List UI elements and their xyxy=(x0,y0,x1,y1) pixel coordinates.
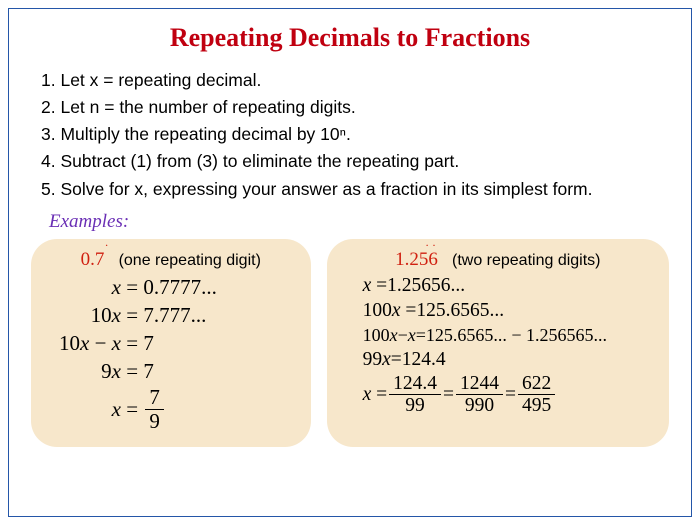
left-eq-3: 10x − x = 7 xyxy=(45,331,297,356)
right-eq-3: 100x−x=125.6565... − 1.256565... xyxy=(341,325,655,346)
step-1: 1. Let x = repeating decimal. xyxy=(41,67,673,94)
content-frame: Repeating Decimals to Fractions 1. Let x… xyxy=(8,8,692,517)
left-note: (one repeating digit) xyxy=(119,252,261,269)
example-right: 1.256 · · (two repeating digits) x =1.25… xyxy=(327,239,669,447)
right-note: (two repeating digits) xyxy=(452,252,601,269)
left-eq-2: 10x = 7.777... xyxy=(45,303,297,328)
step-3: 3. Multiply the repeating decimal by 10ⁿ… xyxy=(41,121,673,148)
left-vinculum: · xyxy=(105,243,109,247)
left-eq-1: x = 0.7777... xyxy=(45,275,297,300)
left-eq-4: 9x = 7 xyxy=(45,359,297,384)
right-eq-5: x = 124.499 = 1244990 = 622495 xyxy=(341,374,655,416)
page-title: Repeating Decimals to Fractions xyxy=(27,23,673,53)
example-left: 0.7 · (one repeating digit) x = 0.7777..… xyxy=(31,239,311,447)
right-decimal: 1.256 · · xyxy=(395,249,438,271)
left-eq-5: x = 79 xyxy=(45,387,297,432)
examples-heading: Examples: xyxy=(49,211,673,233)
step-4: 4. Subtract (1) from (3) to eliminate th… xyxy=(41,148,673,175)
step-5: 5. Solve for x, expressing your answer a… xyxy=(41,176,673,203)
left-decimal: 0.7 · xyxy=(81,249,105,271)
step-2: 2. Let n = the number of repeating digit… xyxy=(41,94,673,121)
right-eq-2: 100x =125.6565... xyxy=(341,300,655,322)
right-vinculum: · · xyxy=(425,243,436,247)
right-eq-1: x =1.25656... xyxy=(341,275,655,297)
right-eq-4: 99x=124.4 xyxy=(341,349,655,371)
steps-list: 1. Let x = repeating decimal. 2. Let n =… xyxy=(41,67,673,203)
examples-row: 0.7 · (one repeating digit) x = 0.7777..… xyxy=(27,239,673,447)
right-header: 1.256 · · (two repeating digits) xyxy=(341,249,655,271)
left-decimal-text: 0.7 xyxy=(81,249,105,270)
left-header: 0.7 · (one repeating digit) xyxy=(45,249,297,271)
right-decimal-text: 1.256 xyxy=(395,249,438,270)
